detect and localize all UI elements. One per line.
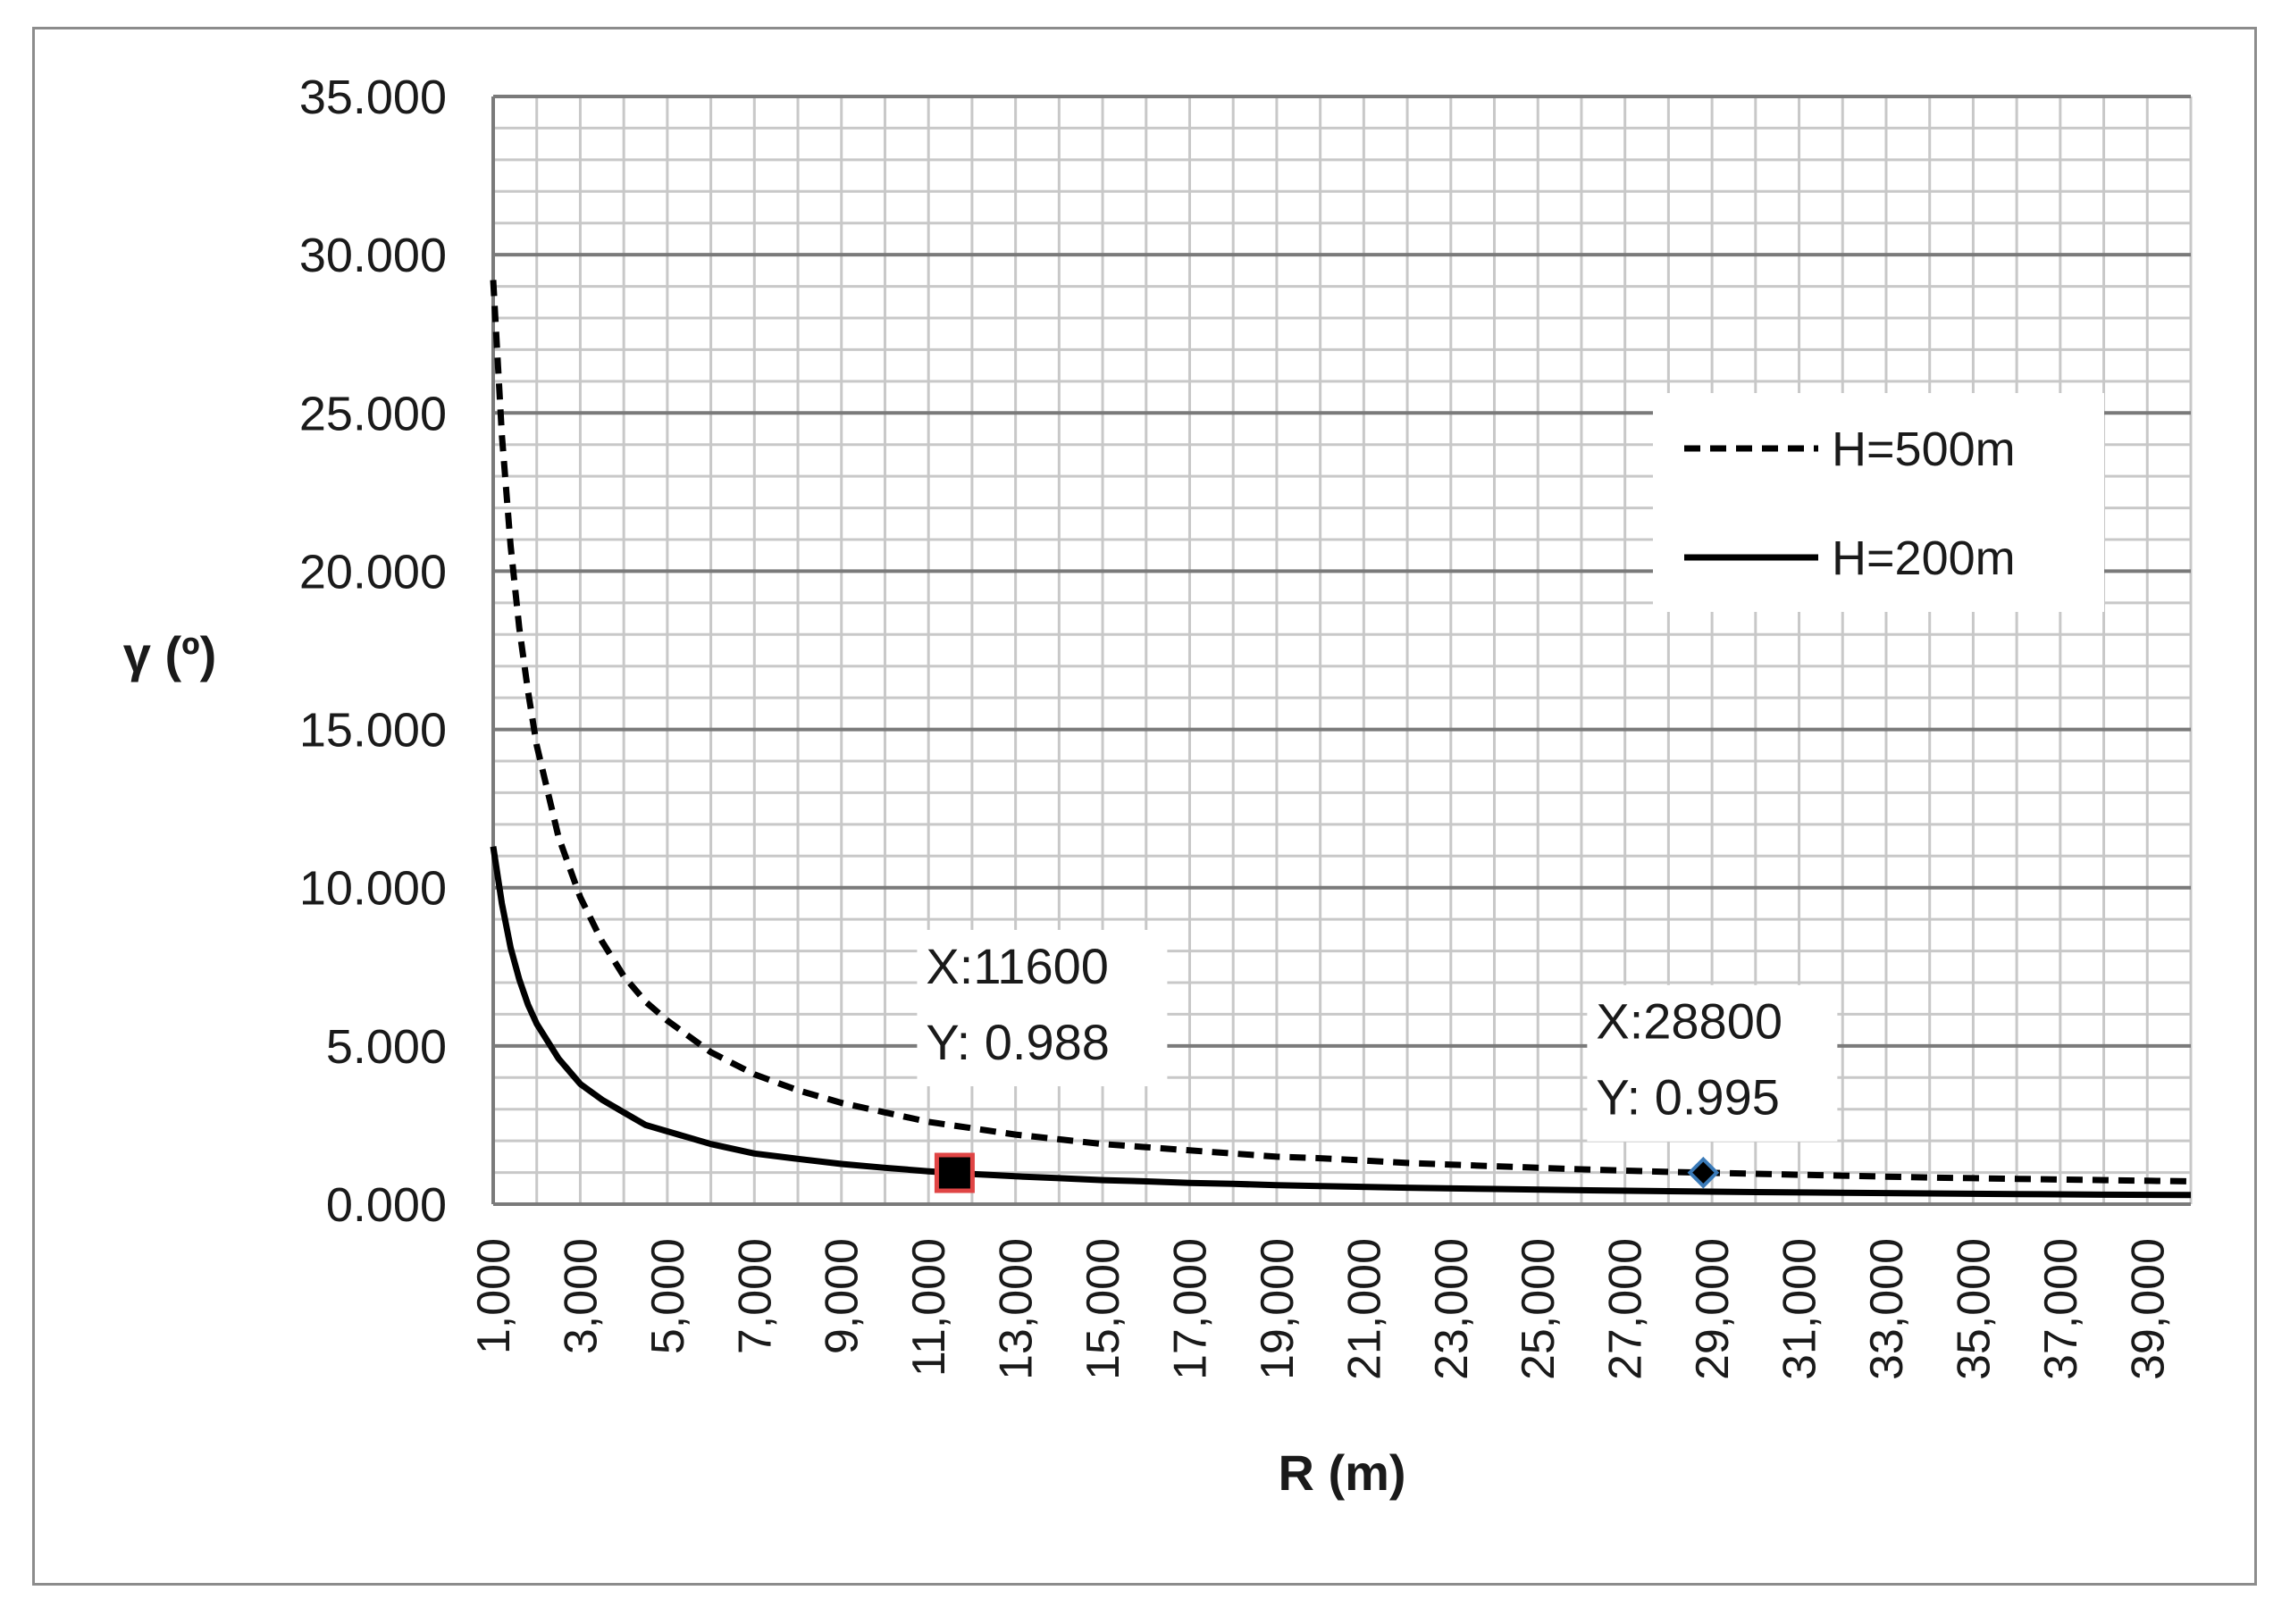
x-tick-label: 11,000	[903, 1238, 955, 1377]
y-tick-label: 15.000	[299, 704, 447, 758]
y-tick-label: 30.000	[299, 229, 447, 282]
legend: H=500m H=200m	[1653, 393, 2104, 612]
x-tick-label: 5,000	[642, 1238, 694, 1354]
x-tick-label: 31,000	[1774, 1238, 1826, 1380]
x-tick-label: 13,000	[991, 1238, 1043, 1380]
annotation-layer: X:11600 Y: 0.988 X:28800 Y: 0.995	[917, 929, 1838, 1193]
x-tick-label: 37,000	[2035, 1238, 2087, 1380]
plot-area	[493, 96, 2191, 1204]
x-tick-label: 9,000	[817, 1238, 868, 1354]
x-tick-label: 17,000	[1164, 1238, 1216, 1380]
x-tick-label: 3,000	[555, 1238, 607, 1354]
annotation-box	[1587, 984, 1838, 1142]
y-axis-ticks: 0.000 5.000 10.000 15.000 20.000 25.000 30.000…	[299, 71, 447, 1232]
legend-label-0: H=500m	[1832, 423, 2016, 476]
x-tick-label: 1,000	[468, 1238, 520, 1354]
y-tick-label: 25.000	[299, 387, 447, 440]
x-axis-ticks: 1,000 3,000 5,000 7,000 9,000 11,000 13,000 15,…	[468, 1238, 2174, 1380]
y-axis-title: γ (º)	[123, 626, 216, 682]
y-tick-label: 5.000	[326, 1020, 447, 1074]
x-tick-label: 35,000	[1948, 1238, 2000, 1380]
data-point-marker	[1687, 1156, 1720, 1189]
annotation-x-label: X:11600	[926, 938, 1108, 994]
data-point-marker	[934, 1152, 975, 1193]
y-tick-label: 20.000	[299, 545, 447, 599]
x-tick-label: 29,000	[1687, 1238, 1739, 1380]
y-tick-label: 10.000	[299, 862, 447, 916]
x-tick-label: 19,000	[1252, 1238, 1304, 1380]
x-tick-label: 27,000	[1600, 1238, 1652, 1380]
x-tick-label: 21,000	[1338, 1238, 1390, 1380]
x-tick-label: 23,000	[1426, 1238, 1478, 1380]
annotation-y-label: Y: 0.988	[926, 1014, 1110, 1070]
x-axis-title: R (m)	[1278, 1444, 1405, 1501]
x-tick-label: 7,000	[729, 1238, 781, 1354]
x-tick-label: 25,000	[1513, 1238, 1564, 1380]
annotation-box	[917, 929, 1168, 1086]
legend-box	[1653, 393, 2104, 612]
x-tick-label: 15,000	[1078, 1238, 1129, 1380]
legend-label-1: H=200m	[1832, 532, 2016, 585]
y-tick-label: 35.000	[299, 71, 447, 124]
series-line-0	[490, 280, 2192, 1185]
annotation-y-label: Y: 0.995	[1596, 1069, 1780, 1126]
annotation-x-label: X:28800	[1596, 993, 1783, 1050]
x-tick-label: 39,000	[2122, 1238, 2174, 1380]
x-tick-label: 33,000	[1861, 1238, 1913, 1380]
y-tick-label: 0.000	[326, 1178, 447, 1232]
